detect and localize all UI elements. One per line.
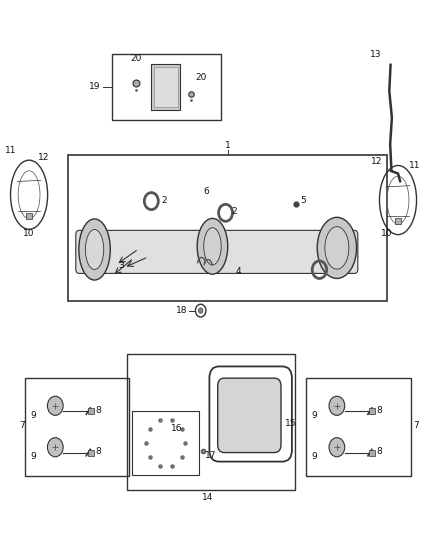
Text: 9: 9 [31, 411, 36, 420]
Text: 7: 7 [19, 422, 25, 431]
Bar [151, 64, 180, 110]
Text: 12: 12 [371, 157, 382, 166]
Text: 9: 9 [311, 411, 317, 420]
Circle shape [329, 438, 345, 457]
Bar [127, 354, 295, 490]
Text: 9: 9 [311, 453, 317, 462]
Text: 6: 6 [203, 187, 209, 196]
Text: 8: 8 [95, 447, 101, 456]
Bar [68, 155, 387, 301]
Circle shape [47, 438, 63, 457]
Text: 16: 16 [170, 424, 182, 433]
Ellipse shape [317, 217, 357, 278]
Ellipse shape [197, 219, 228, 274]
Text: 19: 19 [89, 82, 100, 91]
Text: 4: 4 [235, 268, 241, 276]
Text: 3: 3 [118, 261, 124, 270]
Text: 18: 18 [176, 306, 187, 315]
Text: 11: 11 [4, 146, 16, 155]
Text: 2: 2 [231, 207, 237, 216]
Text: 7: 7 [413, 422, 419, 431]
Text: 13: 13 [370, 51, 381, 59]
Text: 8: 8 [95, 406, 101, 415]
Circle shape [47, 396, 63, 415]
Ellipse shape [204, 228, 221, 265]
Text: 20: 20 [196, 73, 207, 82]
Text: 15: 15 [285, 419, 297, 428]
FancyBboxPatch shape [76, 230, 358, 273]
Ellipse shape [325, 227, 349, 269]
Bar [132, 411, 199, 475]
Text: 14: 14 [202, 492, 214, 502]
Text: 9: 9 [31, 453, 36, 462]
Text: 11: 11 [409, 161, 420, 170]
Text: 10: 10 [381, 229, 393, 238]
Text: 1: 1 [225, 141, 231, 150]
Text: 17: 17 [205, 451, 216, 460]
Ellipse shape [85, 230, 104, 269]
Text: 20: 20 [131, 54, 142, 62]
Bar [306, 378, 411, 477]
Ellipse shape [79, 219, 110, 280]
Text: 10: 10 [23, 229, 35, 238]
FancyBboxPatch shape [218, 378, 281, 453]
Circle shape [329, 396, 345, 415]
Text: 8: 8 [377, 447, 382, 456]
Bar [25, 378, 130, 477]
Bar [112, 54, 221, 120]
Text: 5: 5 [300, 196, 306, 205]
Text: 8: 8 [377, 406, 382, 415]
Bar [153, 67, 177, 107]
Circle shape [198, 308, 203, 313]
Text: 2: 2 [162, 196, 167, 205]
Text: 12: 12 [38, 153, 49, 162]
